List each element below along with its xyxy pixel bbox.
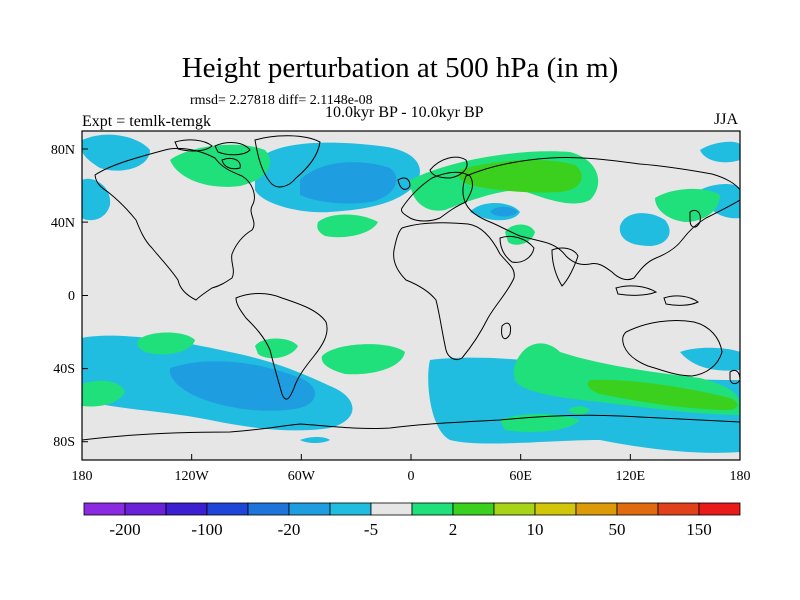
- anomaly-region-east-asia-green: [655, 188, 720, 222]
- anomaly-region-east-pacific-green: [137, 332, 195, 355]
- lon-label: 120E: [616, 469, 646, 484]
- anomaly-region-asia-cyan: [619, 213, 670, 246]
- experiment-label: Expt = temlk-temgk: [82, 113, 211, 130]
- anomaly-region-antarctic-cyan: [300, 437, 330, 443]
- colorbar-swatch: [165, 502, 208, 516]
- colorbar-swatch: [370, 502, 413, 516]
- lon-label: 180: [72, 469, 93, 484]
- anomaly-region-southwest-pacific-green: [82, 380, 125, 407]
- coast-africa: [393, 222, 515, 361]
- coast-south-america: [235, 293, 328, 400]
- colorbar-label: -20: [278, 520, 301, 539]
- lat-label: 0: [68, 289, 75, 304]
- contour-fill-layer: [82, 134, 740, 453]
- lat-axis: [82, 148, 88, 443]
- lon-axis: [81, 454, 741, 460]
- coast-indonesia: [615, 285, 699, 306]
- colorbar-label: 10: [527, 520, 544, 539]
- lat-label: 40S: [53, 362, 75, 377]
- anomaly-region-south-america-green: [255, 338, 298, 359]
- anomaly-region-south-atlantic-green: [321, 344, 405, 375]
- lon-tick-labels: 180 120W 60W 0 60E 120E 180: [72, 469, 751, 484]
- anomaly-region-south-pacific-blue: [169, 361, 315, 411]
- coast-australia: [622, 319, 723, 377]
- coast-arctic-islands: [174, 139, 251, 170]
- colorbar-label: -200: [109, 520, 140, 539]
- stats-text: rmsd= 2.27818 diff= 2.1148e-08: [190, 93, 373, 108]
- coast-madagascar: [501, 322, 511, 340]
- colorbar-swatch: [288, 502, 331, 516]
- coast-arabia: [499, 235, 535, 263]
- lat-tick-labels: 80N 40N 0 40S 80S: [51, 143, 75, 450]
- colorbar-label: -5: [364, 520, 378, 539]
- anomaly-region-canada-green: [170, 144, 271, 187]
- coast-asia: [462, 156, 740, 281]
- coast-europe: [401, 171, 473, 222]
- anomaly-region-australia-cyan: [680, 347, 740, 371]
- anomaly-region-northeast-pacific-cyan: [700, 141, 740, 163]
- anomaly-region-arabia-green: [505, 224, 535, 245]
- lon-label: 180: [730, 469, 751, 484]
- lat-label: 80N: [51, 143, 75, 158]
- coast-britain: [397, 177, 411, 190]
- colorbar-label: 50: [609, 520, 626, 539]
- colorbar-swatch: [329, 502, 372, 516]
- lon-label: 60W: [288, 469, 316, 484]
- coast-north-america: [94, 147, 255, 301]
- anomaly-region-indian-ocean-strong-green: [587, 379, 738, 410]
- anomaly-region-north-atlantic-green: [317, 214, 378, 238]
- colorbar-swatch: [124, 502, 167, 516]
- colorbar-swatch: [83, 502, 126, 516]
- lat-label: 80S: [53, 435, 75, 450]
- colorbar-swatch: [411, 502, 454, 516]
- colorbar-swatch: [247, 502, 290, 516]
- anomaly-region-south-indian-green: [568, 406, 590, 415]
- colorbar-label: -100: [191, 520, 222, 539]
- colorbar-label: 2: [449, 520, 458, 539]
- map-panel: [81, 130, 741, 461]
- lon-label: 0: [408, 469, 415, 484]
- colorbar-swatch: [575, 502, 618, 516]
- coast-india: [551, 247, 579, 287]
- colorbar-swatch: [206, 502, 249, 516]
- lon-label: 60E: [509, 469, 532, 484]
- colorbar: -200 -100 -20 -5 2 10 50 150: [83, 502, 741, 539]
- colorbar-label: 150: [686, 520, 712, 539]
- lon-label: 120W: [175, 469, 210, 484]
- colorbar-swatch: [452, 502, 495, 516]
- colorbar-swatch: [698, 502, 741, 516]
- season-label: JJA: [714, 111, 739, 128]
- colorbar-swatch: [616, 502, 659, 516]
- colorbar-swatch: [657, 502, 700, 516]
- anomaly-region-greenland-blue: [300, 162, 397, 204]
- coast-japan: [689, 209, 701, 228]
- coastlines: [82, 135, 740, 441]
- lat-label: 40N: [51, 216, 75, 231]
- coast-scandinavia: [429, 156, 468, 179]
- colorbar-swatch: [493, 502, 536, 516]
- coast-antarctica: [82, 414, 740, 441]
- anomaly-region-caspian-blue: [490, 206, 518, 217]
- colorbar-swatch: [534, 502, 577, 516]
- plot-title: Height perturbation at 500 hPa (in m): [181, 52, 619, 84]
- anomaly-region-north-pacific-cyan: [82, 134, 150, 171]
- coast-greenland: [254, 135, 321, 188]
- subtitle-text: 10.0kyr BP - 10.0kyr BP: [325, 104, 484, 121]
